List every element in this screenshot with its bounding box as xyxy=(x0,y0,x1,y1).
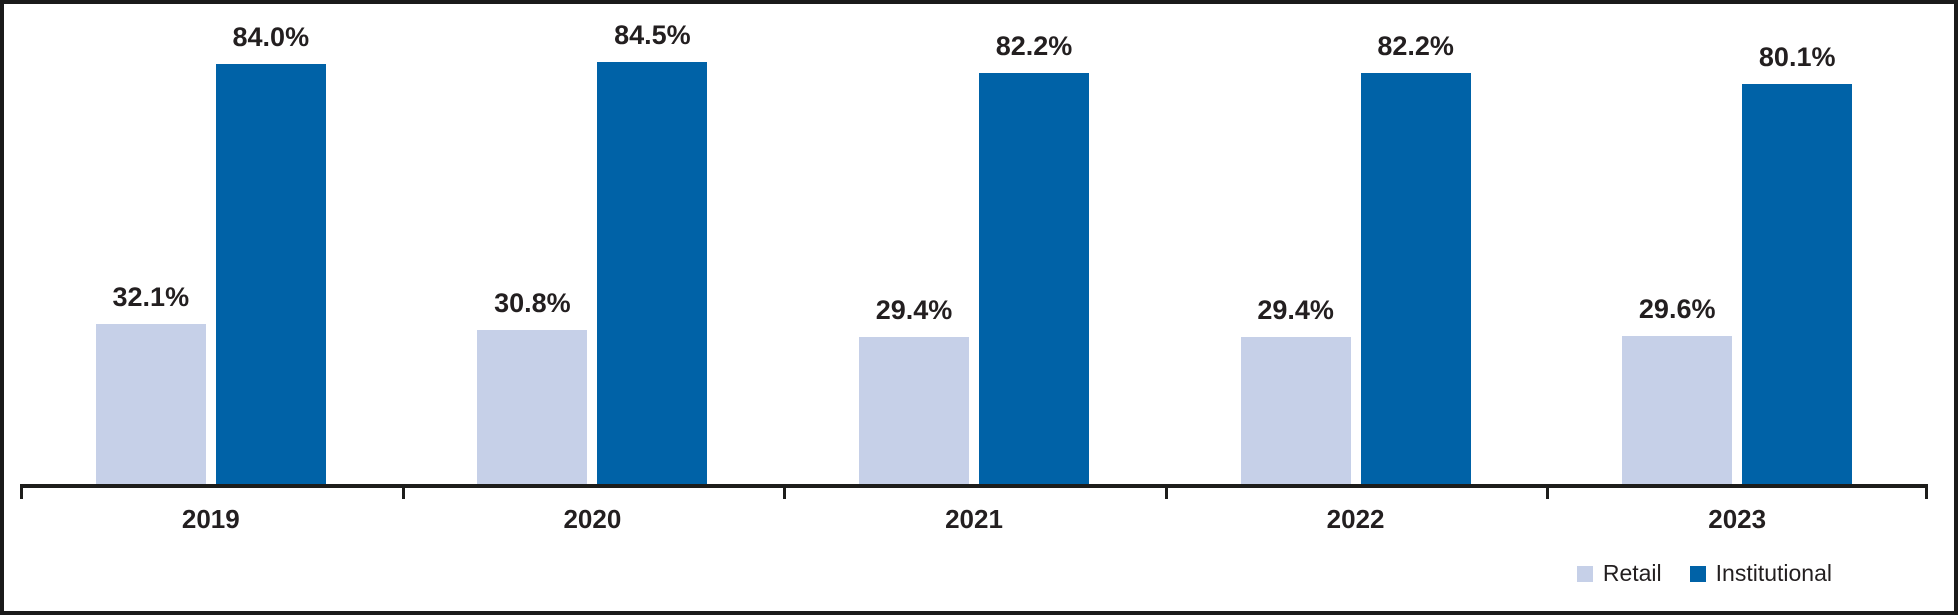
axis-tick xyxy=(1925,484,1928,499)
x-tick-label-2021: 2021 xyxy=(945,504,1003,534)
axis-tick xyxy=(1546,484,1550,499)
x-axis-line xyxy=(20,484,1928,488)
bar-institutional-2019 xyxy=(215,64,326,484)
value-label-retail-2020: 30.8% xyxy=(494,288,571,318)
legend-label-retail: Retail xyxy=(1602,560,1662,586)
axis-tick xyxy=(783,484,787,499)
value-label-institutional-2023: 80.1% xyxy=(1758,41,1836,72)
bar-institutional-2021 xyxy=(979,73,1089,484)
bar-retail-2023 xyxy=(1622,336,1733,484)
bar-retail-2019 xyxy=(95,323,206,484)
value-label-retail-2019: 32.1% xyxy=(112,281,190,312)
value-label-retail-2022: 29.4% xyxy=(1257,295,1334,325)
value-label-institutional-2021: 82.2% xyxy=(995,31,1073,61)
legend-swatch-institutional-icon xyxy=(1689,565,1706,582)
legend-swatch-retail-icon xyxy=(1576,565,1593,582)
legend: Retail Institutional xyxy=(1576,560,1832,587)
bar-retail-2022 xyxy=(1240,337,1351,484)
x-tick-label-2023: 2023 xyxy=(1708,504,1767,534)
legend-item-institutional: Institutional xyxy=(1689,560,1832,587)
axis-tick xyxy=(20,484,23,499)
bar-institutional-2022 xyxy=(1360,73,1471,484)
bar-retail-2020 xyxy=(477,330,588,484)
value-label-retail-2021: 29.4% xyxy=(875,295,953,325)
axis-tick xyxy=(1164,484,1168,499)
legend-label-institutional: Institutional xyxy=(1715,560,1832,586)
value-label-institutional-2019: 84.0% xyxy=(232,22,310,52)
value-label-institutional-2022: 82.2% xyxy=(1377,31,1454,61)
bar-institutional-2020 xyxy=(597,61,708,484)
value-label-institutional-2020: 84.5% xyxy=(614,19,691,50)
x-tick-label-2019: 2019 xyxy=(181,504,240,534)
x-tick-label-2020: 2020 xyxy=(563,504,622,534)
legend-item-retail: Retail xyxy=(1576,560,1662,587)
axis-tick xyxy=(401,484,405,499)
bar-retail-2021 xyxy=(859,337,969,484)
x-tick-label-2022: 2022 xyxy=(1326,504,1385,534)
bar-institutional-2023 xyxy=(1742,83,1853,484)
plot-area: 32.1% 84.0% 2019 30.8% 84.5% 2020 29.4% 82.2% 20… xyxy=(4,4,1954,611)
value-label-retail-2023: 29.6% xyxy=(1638,294,1716,324)
